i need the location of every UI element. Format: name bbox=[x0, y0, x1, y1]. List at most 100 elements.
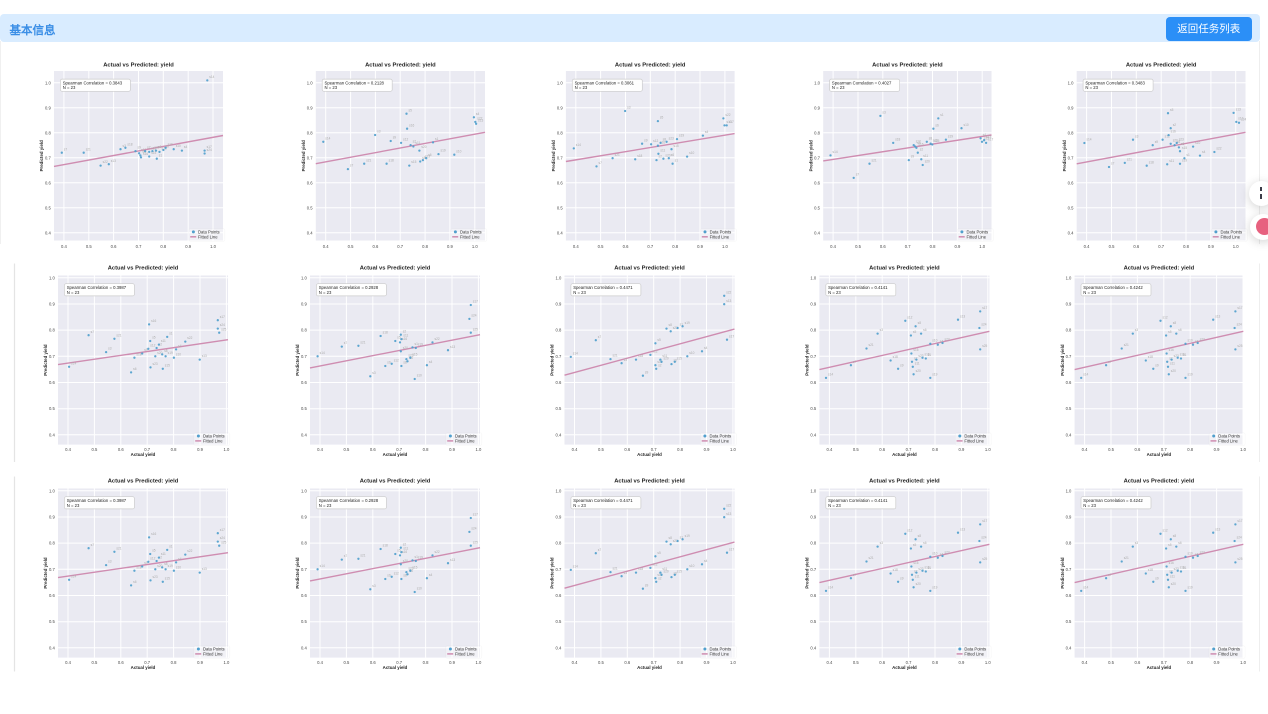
svg-text:s4: s4 bbox=[1195, 339, 1199, 343]
svg-text:s1: s1 bbox=[169, 545, 173, 549]
svg-text:1.0: 1.0 bbox=[810, 275, 816, 280]
svg-text:s2: s2 bbox=[914, 569, 918, 573]
svg-text:0.4: 0.4 bbox=[572, 660, 578, 665]
svg-text:Actual vs Predicted: yield: Actual vs Predicted: yield bbox=[365, 63, 436, 69]
svg-text:0.4: 0.4 bbox=[573, 244, 579, 249]
svg-text:Spearman Correlation = 0.2128: Spearman Correlation = 0.2128 bbox=[325, 80, 385, 85]
svg-text:Data Points: Data Points bbox=[203, 647, 225, 652]
svg-text:0.9: 0.9 bbox=[1208, 244, 1214, 249]
svg-text:s11: s11 bbox=[403, 334, 408, 338]
svg-text:s8: s8 bbox=[669, 536, 673, 540]
svg-text:Data Points: Data Points bbox=[964, 434, 986, 439]
svg-text:s11: s11 bbox=[161, 339, 166, 343]
svg-text:0.6: 0.6 bbox=[623, 244, 629, 249]
svg-text:0.4: 0.4 bbox=[814, 230, 820, 235]
svg-text:0.7: 0.7 bbox=[1158, 244, 1164, 249]
svg-text:0.5: 0.5 bbox=[343, 447, 349, 452]
svg-text:s12: s12 bbox=[652, 350, 657, 354]
svg-text:s4: s4 bbox=[704, 559, 708, 563]
svg-text:s19: s19 bbox=[168, 564, 173, 568]
svg-text:0.7: 0.7 bbox=[144, 447, 150, 452]
svg-text:s15: s15 bbox=[677, 356, 682, 360]
svg-text:s8: s8 bbox=[403, 574, 407, 578]
svg-text:0.7: 0.7 bbox=[1066, 567, 1072, 572]
svg-text:s6: s6 bbox=[428, 153, 432, 157]
svg-text:0.8: 0.8 bbox=[423, 660, 429, 665]
svg-text:0.9: 0.9 bbox=[1066, 515, 1072, 520]
svg-text:Actual vs Predicted: yield: Actual vs Predicted: yield bbox=[1126, 63, 1197, 69]
svg-text:Fitted Line: Fitted Line bbox=[710, 234, 730, 239]
svg-text:s23: s23 bbox=[162, 147, 167, 151]
svg-text:0.5: 0.5 bbox=[1066, 406, 1072, 411]
svg-text:Data Points: Data Points bbox=[203, 434, 225, 439]
svg-text:s17: s17 bbox=[220, 315, 225, 319]
svg-text:s2: s2 bbox=[159, 343, 163, 347]
svg-text:0.9: 0.9 bbox=[555, 515, 561, 520]
svg-text:s22: s22 bbox=[945, 338, 950, 342]
svg-text:s12: s12 bbox=[653, 139, 658, 143]
svg-text:Predicted yield: Predicted yield bbox=[1060, 557, 1065, 589]
svg-text:s22: s22 bbox=[103, 160, 108, 164]
svg-text:Data Points: Data Points bbox=[460, 229, 482, 234]
svg-text:Predicted yield: Predicted yield bbox=[295, 344, 300, 376]
svg-text:s7: s7 bbox=[856, 173, 860, 177]
svg-text:s7: s7 bbox=[350, 164, 354, 168]
svg-text:s9: s9 bbox=[138, 146, 142, 150]
svg-text:s3: s3 bbox=[372, 584, 376, 588]
svg-text:s4: s4 bbox=[704, 346, 708, 350]
svg-text:s16: s16 bbox=[151, 532, 156, 536]
svg-text:s9: s9 bbox=[645, 370, 649, 374]
svg-text:0.4: 0.4 bbox=[572, 447, 578, 452]
svg-text:s1: s1 bbox=[159, 153, 163, 157]
svg-text:0.9: 0.9 bbox=[954, 244, 960, 249]
svg-text:s11: s11 bbox=[1170, 361, 1175, 365]
svg-text:s5: s5 bbox=[397, 336, 401, 340]
svg-text:0.7: 0.7 bbox=[49, 354, 55, 359]
svg-text:0.5: 0.5 bbox=[1108, 447, 1114, 452]
svg-text:1.0: 1.0 bbox=[307, 80, 313, 85]
svg-text:Fitted Line: Fitted Line bbox=[967, 234, 987, 239]
svg-text:s2: s2 bbox=[659, 155, 663, 159]
svg-text:s4: s4 bbox=[705, 130, 709, 134]
svg-text:Predicted yield: Predicted yield bbox=[301, 140, 306, 172]
svg-text:0.6: 0.6 bbox=[810, 380, 816, 385]
svg-text:0.5: 0.5 bbox=[49, 406, 55, 411]
svg-text:0.6: 0.6 bbox=[879, 660, 885, 665]
svg-text:s24: s24 bbox=[220, 536, 225, 540]
svg-text:0.9: 0.9 bbox=[555, 302, 561, 307]
svg-text:s12: s12 bbox=[907, 528, 912, 532]
svg-text:s5: s5 bbox=[660, 116, 664, 120]
svg-text:s23: s23 bbox=[669, 136, 674, 140]
svg-text:s16: s16 bbox=[151, 319, 156, 323]
svg-text:1.0: 1.0 bbox=[555, 488, 561, 493]
svg-text:1.0: 1.0 bbox=[49, 488, 55, 493]
svg-text:s5: s5 bbox=[917, 141, 921, 145]
svg-text:s3: s3 bbox=[624, 571, 628, 575]
svg-text:s13: s13 bbox=[1236, 108, 1241, 112]
svg-text:s18: s18 bbox=[638, 567, 643, 571]
svg-text:0.8: 0.8 bbox=[1183, 244, 1189, 249]
svg-text:s18: s18 bbox=[1149, 160, 1154, 164]
svg-text:0.5: 0.5 bbox=[598, 447, 604, 452]
svg-text:0.9: 0.9 bbox=[449, 447, 455, 452]
svg-text:s6: s6 bbox=[1178, 328, 1182, 332]
svg-text:s20: s20 bbox=[925, 160, 930, 164]
svg-text:s11: s11 bbox=[403, 547, 408, 551]
svg-text:s19: s19 bbox=[679, 134, 684, 138]
svg-text:0.4: 0.4 bbox=[1066, 432, 1072, 437]
svg-text:1.0: 1.0 bbox=[557, 80, 563, 85]
svg-text:s6: s6 bbox=[674, 359, 678, 363]
svg-text:0.5: 0.5 bbox=[598, 244, 604, 249]
svg-text:s10: s10 bbox=[417, 587, 422, 591]
svg-text:s22: s22 bbox=[725, 113, 730, 117]
svg-text:s8: s8 bbox=[1173, 534, 1177, 538]
svg-text:0.6: 0.6 bbox=[1066, 380, 1072, 385]
svg-text:s22: s22 bbox=[945, 551, 950, 555]
svg-text:1.0: 1.0 bbox=[730, 447, 736, 452]
svg-text:0.8: 0.8 bbox=[555, 541, 561, 546]
svg-text:s12: s12 bbox=[394, 571, 399, 575]
svg-text:s2: s2 bbox=[413, 140, 417, 144]
svg-text:0.9: 0.9 bbox=[49, 302, 55, 307]
svg-text:s3: s3 bbox=[377, 130, 381, 134]
svg-text:s11: s11 bbox=[1169, 159, 1174, 163]
